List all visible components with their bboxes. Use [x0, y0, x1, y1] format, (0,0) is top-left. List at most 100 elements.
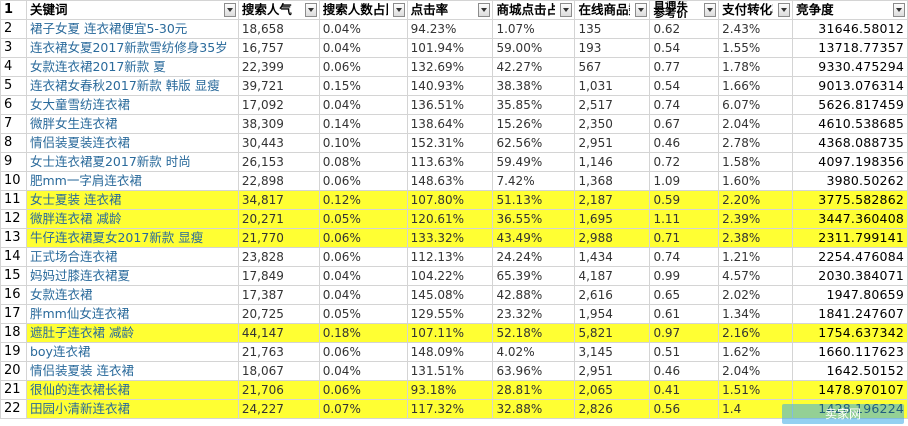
- cell-competition[interactable]: 1754.637342: [792, 323, 908, 343]
- cell-online-goods[interactable]: 1,031: [574, 76, 651, 96]
- cell-online-goods[interactable]: 2,616: [574, 285, 651, 305]
- cell-online-goods[interactable]: 2,065: [574, 380, 651, 400]
- cell-popularity[interactable]: 21,763: [237, 342, 320, 362]
- cell-keyword[interactable]: 女士连衣裙夏2017新款 时尚: [25, 152, 239, 172]
- cell-ztc-price[interactable]: 0.97: [649, 323, 720, 343]
- filter-dropdown-icon[interactable]: [223, 3, 236, 17]
- cell-ctr[interactable]: 136.51%: [406, 95, 494, 115]
- cell-popularity[interactable]: 18,658: [237, 19, 320, 39]
- cell-popularity[interactable]: 23,828: [237, 247, 320, 267]
- cell-competition[interactable]: 4097.198356: [792, 152, 908, 172]
- cell-mall-click-ratio[interactable]: 43.49%: [492, 228, 576, 248]
- cell-ctr[interactable]: 94.23%: [406, 19, 494, 39]
- cell-keyword[interactable]: 妈妈过膝连衣裙夏: [25, 266, 239, 286]
- cell-ctr[interactable]: 145.08%: [406, 285, 494, 305]
- cell-keyword[interactable]: 肥mm一字肩连衣裙: [25, 171, 239, 191]
- cell-online-goods[interactable]: 5,821: [574, 323, 651, 343]
- cell-online-goods[interactable]: 2,826: [574, 399, 651, 419]
- cell-mall-click-ratio[interactable]: 24.24%: [492, 247, 576, 267]
- cell-conversion[interactable]: 1.4: [718, 399, 794, 419]
- cell-ctr[interactable]: 104.22%: [406, 266, 494, 286]
- cell-search-ratio[interactable]: 0.06%: [318, 228, 408, 248]
- cell-ctr[interactable]: 148.63%: [406, 171, 494, 191]
- cell-keyword[interactable]: 胖mm仙女连衣裙: [25, 304, 239, 324]
- cell-search-ratio[interactable]: 0.07%: [318, 399, 408, 419]
- cell-conversion[interactable]: 2.02%: [718, 285, 794, 305]
- cell-competition[interactable]: 13718.77357: [792, 38, 908, 58]
- cell-search-ratio[interactable]: 0.05%: [318, 304, 408, 324]
- cell-mall-click-ratio[interactable]: 51.13%: [492, 190, 576, 210]
- cell-ctr[interactable]: 112.13%: [406, 247, 494, 267]
- cell-conversion[interactable]: 1.58%: [718, 152, 794, 172]
- cell-competition[interactable]: 31646.58012: [792, 19, 908, 39]
- cell-ztc-price[interactable]: 0.54: [649, 38, 720, 58]
- cell-ztc-price[interactable]: 0.54: [649, 76, 720, 96]
- cell-search-ratio[interactable]: 0.06%: [318, 380, 408, 400]
- cell-online-goods[interactable]: 1,695: [574, 209, 651, 229]
- cell-online-goods[interactable]: 567: [574, 57, 651, 77]
- filter-dropdown-icon[interactable]: [560, 3, 573, 17]
- cell-mall-click-ratio[interactable]: 35.85%: [492, 95, 576, 115]
- cell-ctr[interactable]: 131.51%: [406, 361, 494, 381]
- cell-mall-click-ratio[interactable]: 38.38%: [492, 76, 576, 96]
- cell-ztc-price[interactable]: 0.59: [649, 190, 720, 210]
- cell-competition[interactable]: 1478.970107: [792, 380, 908, 400]
- cell-conversion[interactable]: 4.57%: [718, 266, 794, 286]
- cell-competition[interactable]: 4368.088735: [792, 133, 908, 153]
- cell-keyword[interactable]: 遮肚子连衣裙 减龄: [25, 323, 239, 343]
- cell-ctr[interactable]: 101.94%: [406, 38, 494, 58]
- cell-conversion[interactable]: 2.16%: [718, 323, 794, 343]
- cell-online-goods[interactable]: 1,146: [574, 152, 651, 172]
- cell-mall-click-ratio[interactable]: 65.39%: [492, 266, 576, 286]
- cell-search-ratio[interactable]: 0.04%: [318, 361, 408, 381]
- cell-popularity[interactable]: 22,399: [237, 57, 320, 77]
- cell-keyword[interactable]: 女款连衣裙: [25, 285, 239, 305]
- cell-popularity[interactable]: 16,757: [237, 38, 320, 58]
- cell-popularity[interactable]: 24,227: [237, 399, 320, 419]
- cell-mall-click-ratio[interactable]: 62.56%: [492, 133, 576, 153]
- cell-ztc-price[interactable]: 0.62: [649, 19, 720, 39]
- cell-ctr[interactable]: 107.80%: [406, 190, 494, 210]
- cell-popularity[interactable]: 17,092: [237, 95, 320, 115]
- cell-keyword[interactable]: 女款连衣裙2017新款 夏: [25, 57, 239, 77]
- cell-online-goods[interactable]: 2,517: [574, 95, 651, 115]
- cell-ctr[interactable]: 148.09%: [406, 342, 494, 362]
- cell-online-goods[interactable]: 2,350: [574, 114, 651, 134]
- cell-ctr[interactable]: 152.31%: [406, 133, 494, 153]
- cell-online-goods[interactable]: 193: [574, 38, 651, 58]
- cell-mall-click-ratio[interactable]: 7.42%: [492, 171, 576, 191]
- cell-conversion[interactable]: 1.62%: [718, 342, 794, 362]
- cell-competition[interactable]: 2254.476084: [792, 247, 908, 267]
- cell-competition[interactable]: 1660.117623: [792, 342, 908, 362]
- cell-ctr[interactable]: 117.32%: [406, 399, 494, 419]
- cell-ctr[interactable]: 113.63%: [406, 152, 494, 172]
- cell-search-ratio[interactable]: 0.10%: [318, 133, 408, 153]
- cell-mall-click-ratio[interactable]: 42.88%: [492, 285, 576, 305]
- cell-ztc-price[interactable]: 0.46: [649, 133, 720, 153]
- cell-search-ratio[interactable]: 0.04%: [318, 266, 408, 286]
- cell-keyword[interactable]: 女士夏装 连衣裙: [25, 190, 239, 210]
- filter-dropdown-icon[interactable]: [704, 3, 717, 17]
- cell-online-goods[interactable]: 1,434: [574, 247, 651, 267]
- cell-search-ratio[interactable]: 0.05%: [318, 209, 408, 229]
- cell-online-goods[interactable]: 2,988: [574, 228, 651, 248]
- cell-search-ratio[interactable]: 0.14%: [318, 114, 408, 134]
- cell-mall-click-ratio[interactable]: 32.88%: [492, 399, 576, 419]
- cell-conversion[interactable]: 1.66%: [718, 76, 794, 96]
- cell-keyword[interactable]: 微胖连衣裙 减龄: [25, 209, 239, 229]
- filter-dropdown-icon[interactable]: [304, 3, 317, 17]
- cell-mall-click-ratio[interactable]: 1.07%: [492, 19, 576, 39]
- filter-dropdown-icon[interactable]: [893, 3, 905, 17]
- cell-competition[interactable]: 2030.384071: [792, 266, 908, 286]
- cell-popularity[interactable]: 34,817: [237, 190, 320, 210]
- cell-ctr[interactable]: 107.11%: [406, 323, 494, 343]
- cell-ctr[interactable]: 132.69%: [406, 57, 494, 77]
- cell-ztc-price[interactable]: 0.61: [649, 304, 720, 324]
- cell-keyword[interactable]: 连衣裙女夏2017新款雪纺修身35岁: [25, 38, 239, 58]
- cell-ctr[interactable]: 129.55%: [406, 304, 494, 324]
- cell-conversion[interactable]: 2.38%: [718, 228, 794, 248]
- cell-ctr[interactable]: 133.32%: [406, 228, 494, 248]
- cell-popularity[interactable]: 20,725: [237, 304, 320, 324]
- cell-mall-click-ratio[interactable]: 15.26%: [492, 114, 576, 134]
